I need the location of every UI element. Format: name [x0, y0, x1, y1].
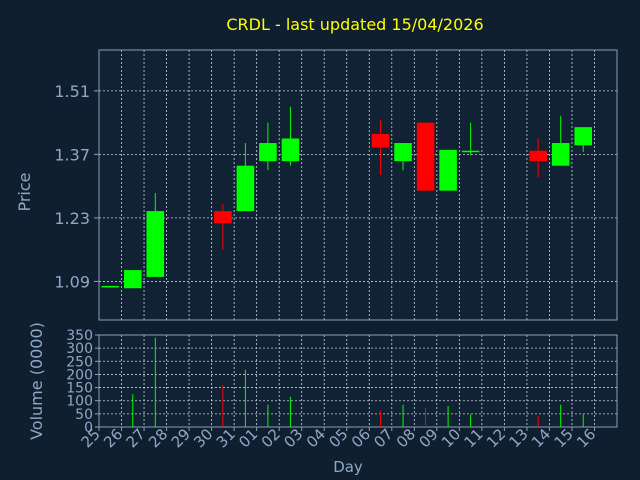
volume-tick-label: 50: [75, 407, 93, 423]
volume-plot-area: [99, 335, 617, 427]
price-panel: 1.09 1.23 1.37 1.51: [54, 49, 618, 321]
candle-body: [146, 211, 165, 277]
price-axis-label: Price: [15, 172, 34, 211]
price-tick-label: 1.23: [54, 209, 90, 228]
candle-body: [236, 165, 255, 212]
volume-frame: [98, 334, 618, 428]
candle-body: [529, 150, 547, 162]
candle-body: [371, 133, 390, 148]
volume-axis-label: Volume (0000): [27, 322, 46, 440]
candle-body: [281, 138, 300, 162]
volume-tick-label: 250: [66, 354, 93, 370]
candle-body: [461, 150, 480, 153]
volume-tick-label: 200: [66, 367, 93, 383]
volume-tick-label: 350: [66, 328, 93, 344]
candle-body: [259, 143, 277, 162]
price-frame: [98, 49, 618, 321]
price-plot-area: [99, 50, 617, 320]
volume-tick-label: 300: [66, 341, 93, 357]
candle-body: [551, 143, 570, 166]
day-axis-label: Day: [333, 458, 363, 476]
price-tick-label: 1.09: [54, 272, 90, 291]
candle-body: [101, 285, 120, 288]
candle-body: [394, 143, 412, 162]
candle-body: [416, 122, 435, 191]
candle-body: [439, 149, 457, 191]
candle-body: [123, 270, 142, 289]
price-tick-label: 1.51: [54, 82, 90, 101]
volume-panel: 0501001502002503003502526272829303101020…: [66, 328, 618, 451]
chart-title: CRDL - last updated 15/04/2026: [226, 15, 483, 34]
volume-tick-label: 150: [66, 381, 93, 397]
candle-body: [574, 127, 593, 146]
candle-body: [214, 211, 232, 224]
volume-tick-label: 100: [66, 394, 93, 410]
volume-tick-label: 0: [84, 420, 93, 436]
price-tick-label: 1.37: [54, 145, 90, 164]
